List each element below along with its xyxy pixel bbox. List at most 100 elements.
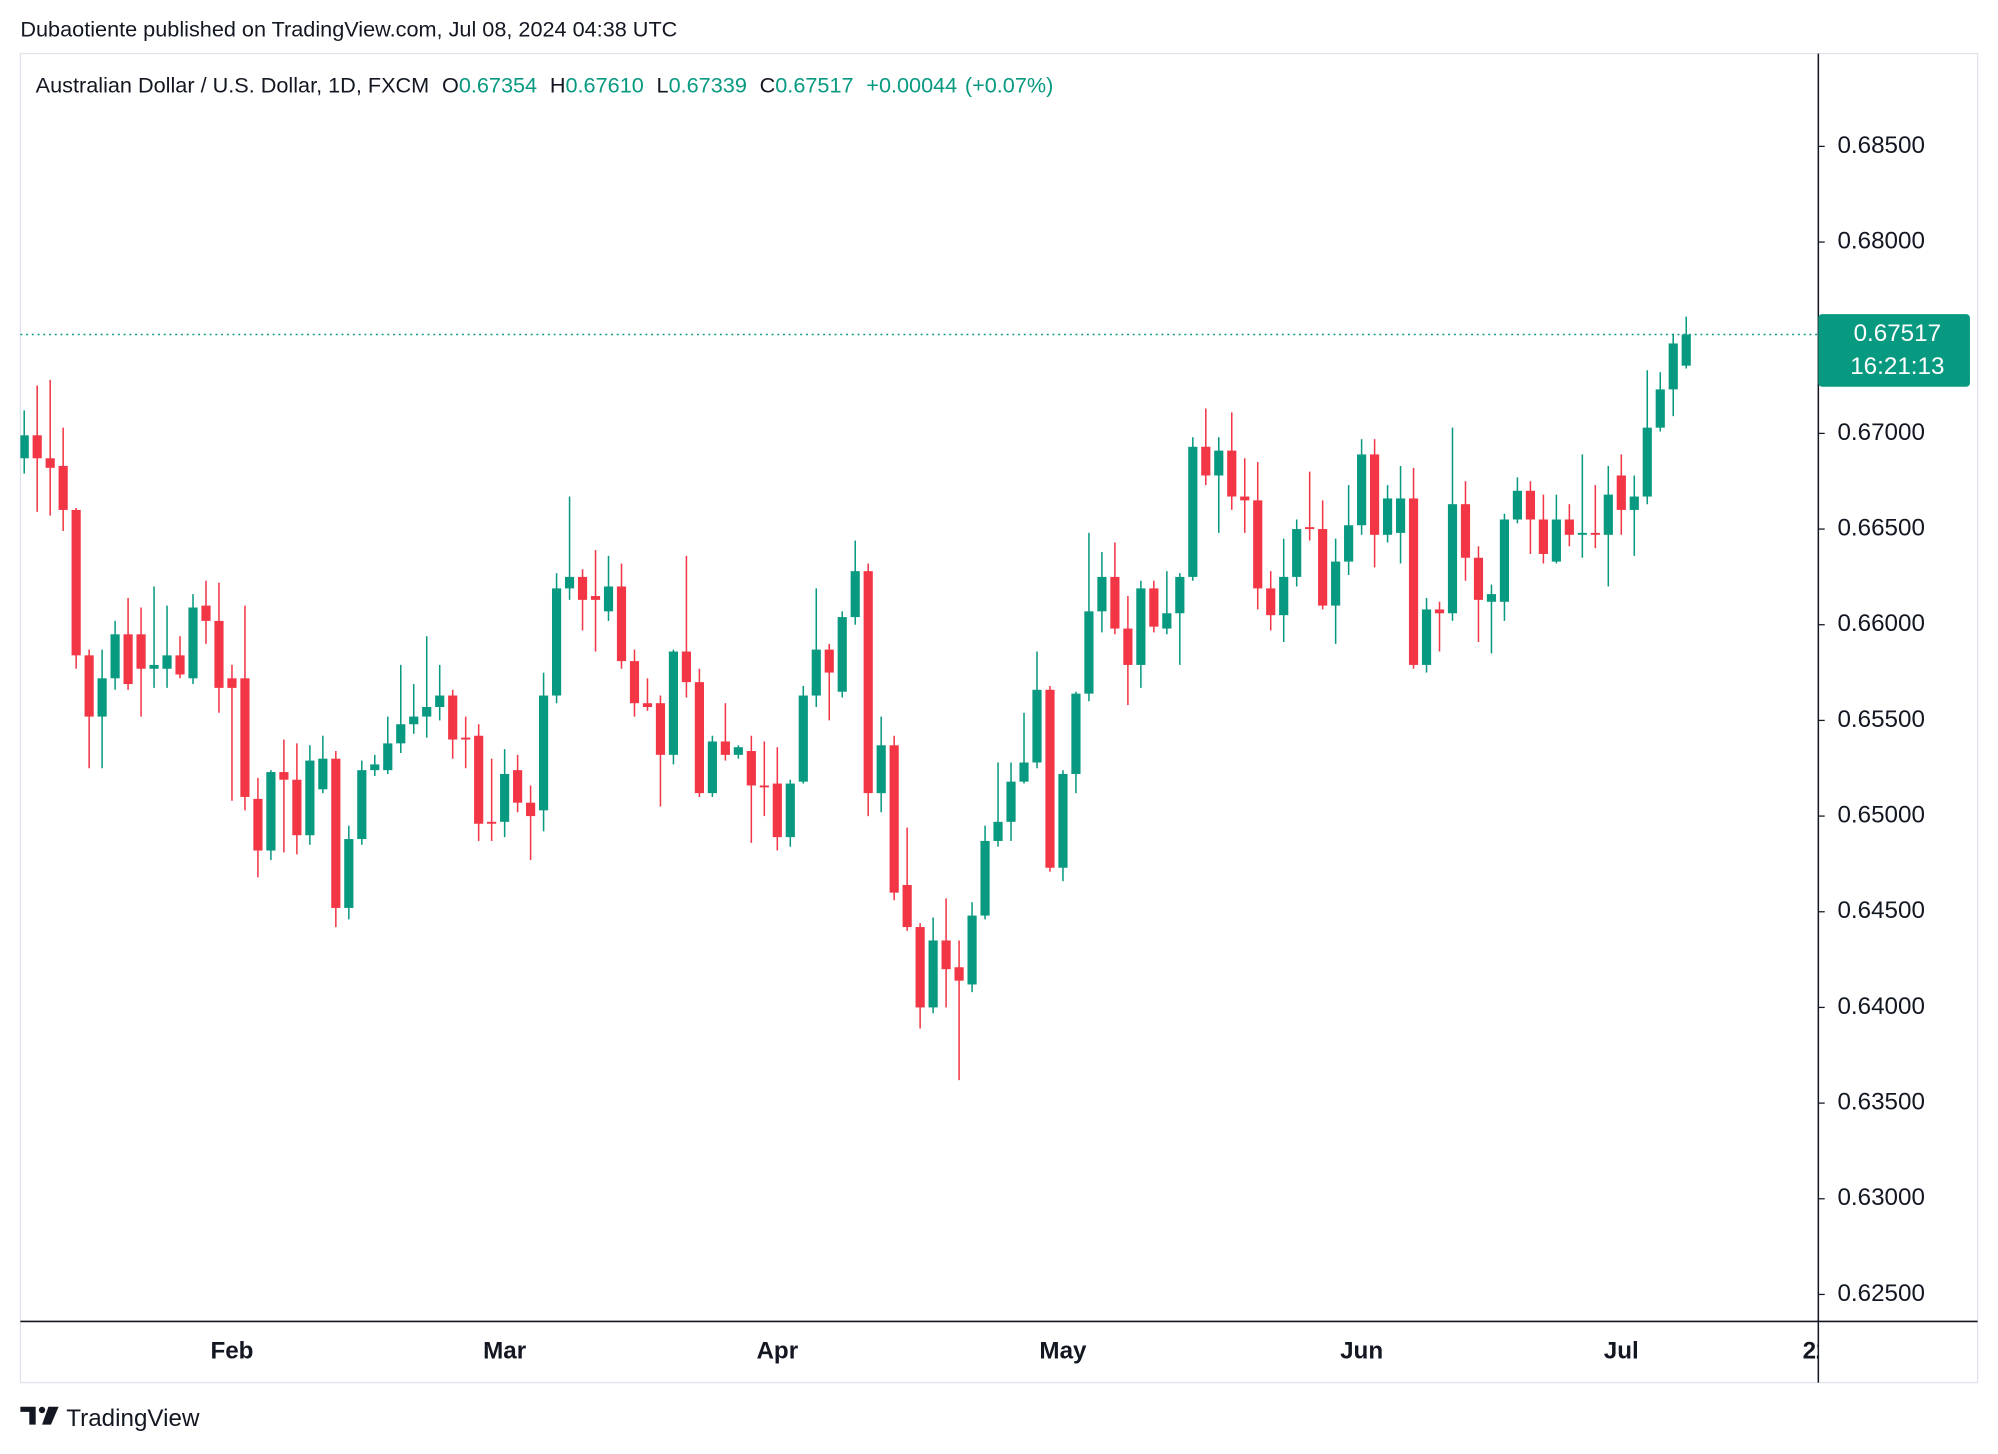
candle-body — [1603, 494, 1613, 535]
candle-body — [331, 758, 341, 908]
candle-body — [1564, 519, 1574, 535]
candle-body — [58, 465, 68, 510]
candle-body — [1292, 529, 1302, 577]
candle-body — [1175, 576, 1185, 614]
candle-body — [993, 821, 1003, 841]
last-price-label: 0.67517 — [1854, 320, 1942, 347]
candle-body — [785, 783, 795, 838]
candle-body — [590, 596, 601, 600]
ohlc-label: O — [442, 72, 459, 97]
y-tick-label: 0.67000 — [1837, 419, 1925, 446]
x-labels: Feb Mar Apr May Jun Jul 22 — [210, 1337, 1830, 1364]
candle-body — [500, 773, 510, 822]
tv-logo-icon — [20, 1406, 59, 1425]
candle-body — [1642, 427, 1652, 497]
candle-body — [733, 747, 743, 755]
candle-body — [266, 772, 276, 851]
y-tick-label: 0.63000 — [1837, 1184, 1925, 1211]
ohlc-label: L — [657, 72, 669, 97]
y-tick-label: 0.66500 — [1837, 514, 1925, 541]
candle-body — [1486, 594, 1497, 602]
candle-body — [162, 655, 172, 669]
y-tick-label: 0.65000 — [1837, 801, 1925, 828]
candle-body — [253, 798, 263, 851]
candle-body — [1318, 529, 1328, 606]
candle-body — [1110, 576, 1120, 629]
candle-body — [850, 571, 860, 618]
ohlc-label: C — [760, 72, 776, 97]
candle-body — [1590, 532, 1600, 535]
candle-body — [1279, 576, 1289, 616]
candle-body — [1266, 588, 1276, 616]
y-tick-label: 0.65500 — [1837, 706, 1925, 733]
candle-body — [526, 802, 536, 817]
candle-body — [616, 586, 627, 662]
chart-frame — [19, 52, 1979, 1384]
candle-body — [1434, 609, 1445, 614]
candle-body — [889, 745, 899, 893]
candle-body — [902, 884, 912, 928]
x-tick-label: Jul — [1604, 1337, 1639, 1364]
candle-body — [1071, 693, 1081, 774]
x-tick-label: Mar — [483, 1337, 527, 1364]
candle-body — [1460, 504, 1471, 558]
candle-body — [1045, 689, 1055, 868]
candle-body — [279, 772, 289, 780]
candle-body — [123, 634, 133, 685]
x-tick-label: Feb — [210, 1337, 253, 1364]
candle-body — [1097, 576, 1107, 612]
candle-body — [798, 695, 808, 782]
candle-body — [1032, 689, 1042, 763]
candle-body — [1370, 454, 1380, 535]
candle-body — [214, 620, 224, 688]
candle-body — [746, 751, 756, 786]
candle-body — [1201, 446, 1211, 476]
x-tick-label: 22 — [1803, 1337, 1830, 1364]
candle-body — [1538, 519, 1548, 554]
change-pct: (+0.07%) — [965, 72, 1053, 97]
candle-body — [1577, 532, 1587, 535]
candle-body — [1227, 450, 1237, 497]
y-tick-label: 0.68500 — [1837, 132, 1925, 159]
candle-body — [1525, 490, 1535, 520]
candle-body — [45, 458, 55, 468]
candle-body — [1084, 611, 1094, 694]
candle-body — [551, 588, 562, 696]
ohlc-value: 0.67517 — [775, 72, 853, 97]
candle-body — [409, 716, 419, 725]
candle-body — [681, 651, 692, 683]
y-tick-label: 0.64500 — [1837, 897, 1925, 924]
y-tick-label: 0.64000 — [1837, 993, 1925, 1020]
candle-body — [136, 634, 146, 669]
ohlc-value: 0.67610 — [566, 72, 644, 97]
ohlc-label: H — [550, 72, 566, 97]
change: +0.00044 — [866, 72, 957, 97]
candle-body — [344, 839, 354, 908]
candle-body — [370, 764, 380, 771]
candle-body — [292, 779, 302, 836]
candle-body — [564, 576, 575, 589]
candle-body — [1058, 773, 1068, 868]
last-price-badge — [1818, 314, 1970, 387]
candle-body — [201, 605, 211, 621]
candle-body — [668, 651, 679, 755]
candle-body — [694, 682, 704, 794]
candle-body — [720, 741, 730, 755]
candle-body — [1331, 561, 1341, 606]
candle-body — [1655, 389, 1665, 428]
candle-body — [1214, 450, 1224, 476]
symbol-name: Australian Dollar / U.S. Dollar, 1D, FXC… — [36, 72, 430, 97]
candle-body — [603, 586, 614, 612]
candle-body — [357, 770, 367, 840]
candle-body — [1551, 519, 1561, 562]
candle-body — [1019, 762, 1029, 782]
ohlc-value: 0.67354 — [459, 72, 537, 97]
x-tick-label: Jun — [1340, 1337, 1383, 1364]
candle-body — [1305, 527, 1315, 530]
candle-body — [1006, 781, 1016, 822]
plot — [20, 316, 1819, 1081]
candle-body — [461, 737, 471, 740]
published-line: Dubaotiente published on TradingView.com… — [20, 16, 677, 41]
